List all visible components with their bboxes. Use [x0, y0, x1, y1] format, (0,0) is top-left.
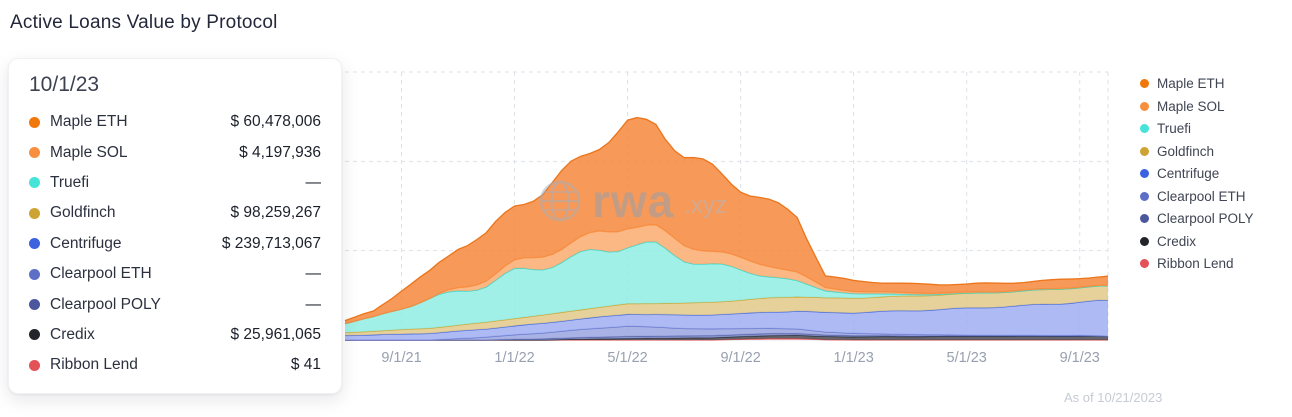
area-edge-maple-eth — [344, 116, 1109, 322]
legend-label: Centrifuge — [1157, 166, 1220, 181]
area-maple-sol[interactable] — [345, 224, 1108, 324]
series-dot — [29, 329, 40, 341]
series-dot — [29, 359, 40, 371]
x-tick-label: 9/1/23 — [1060, 350, 1100, 366]
series-dot — [29, 147, 40, 159]
tooltip-rows: Maple ETH $ 60,478,006 Maple SOL $ 4,197,93… — [29, 107, 321, 381]
series-name: Maple ETH — [50, 113, 128, 131]
tooltip-row-truefi: Truefi — — [29, 168, 321, 198]
series-value: — — [305, 173, 322, 191]
x-tick-label: 1/1/22 — [494, 350, 534, 366]
series-value: $ 41 — [290, 356, 321, 374]
legend-item-maple-eth[interactable]: Maple ETH — [1140, 76, 1254, 91]
legend-label: Clearpool ETH — [1157, 188, 1246, 204]
area-clearpool-poly[interactable] — [345, 333, 1108, 341]
legend-dot — [1140, 214, 1149, 223]
chart-tooltip: 10/1/23 Maple ETH $ 60,478,006 Maple SOL $ … — [8, 58, 342, 394]
series-dot — [29, 207, 40, 219]
series-name: Centrifuge — [50, 234, 122, 252]
series-value: $ 239,713,067 — [221, 234, 321, 252]
legend-item-truefi[interactable]: Truefi — [1140, 121, 1254, 136]
legend-item-goldfinch[interactable]: Goldfinch — [1140, 144, 1254, 159]
x-tick-label: 5/1/23 — [947, 350, 987, 366]
series-value: — — [305, 295, 322, 313]
page-title: Active Loans Value by Protocol — [10, 12, 278, 33]
tooltip-row-clearpool-eth: Clearpool ETH — — [29, 259, 321, 289]
area-truefi[interactable] — [345, 241, 1108, 333]
series-name: Maple SOL — [50, 143, 128, 161]
tooltip-row-maple-sol: Maple SOL $ 4,197,936 — [29, 137, 321, 167]
legend-label: Credix — [1157, 233, 1197, 249]
x-tick-label: 9/1/21 — [381, 350, 421, 366]
area-goldfinch[interactable] — [345, 285, 1108, 336]
legend-dot — [1140, 79, 1149, 88]
as-of-label: As of 10/21/2023 — [1064, 390, 1163, 405]
legend-item-clearpool-poly[interactable]: Clearpool POLY — [1140, 211, 1254, 226]
legend-label: Clearpool POLY — [1157, 211, 1254, 226]
series-dot — [29, 238, 40, 250]
series-name: Ribbon Lend — [50, 356, 138, 374]
tooltip-row-centrifuge: Centrifuge $ 239,713,067 — [29, 229, 321, 259]
series-name: Goldfinch — [50, 204, 116, 222]
series-name: Truefi — [50, 173, 90, 191]
legend-dot — [1140, 259, 1149, 268]
tooltip-row-ribbon-lend: Ribbon Lend $ 41 — [29, 350, 321, 380]
x-tick-label: 1/1/23 — [834, 350, 874, 366]
legend-dot — [1140, 124, 1149, 133]
area-maple-eth[interactable] — [345, 117, 1108, 324]
legend-item-clearpool-eth[interactable]: Clearpool ETH — [1140, 189, 1254, 204]
legend-dot — [1140, 146, 1149, 156]
series-dot — [29, 116, 40, 128]
tooltip-row-credix: Credix $ 25,961,065 — [29, 320, 321, 350]
legend-label: Maple ETH — [1157, 76, 1225, 91]
series-value: $ 60,478,006 — [230, 113, 321, 131]
series-name: Clearpool POLY — [50, 295, 161, 313]
legend-item-ribbon-lend[interactable]: Ribbon Lend — [1140, 256, 1254, 271]
legend-label: Goldfinch — [1157, 143, 1215, 159]
legend-dot — [1140, 169, 1149, 178]
series-dot — [29, 177, 40, 189]
series-dot — [29, 268, 40, 280]
x-tick-label: 5/1/22 — [607, 350, 647, 366]
series-name: Clearpool ETH — [50, 265, 152, 283]
legend-item-credix[interactable]: Credix — [1140, 234, 1254, 249]
legend-dot — [1140, 101, 1149, 111]
area-centrifuge[interactable] — [345, 300, 1108, 340]
chart-legend: Maple ETH Maple SOL Truefi Goldfinch Centrif… — [1140, 76, 1254, 271]
tooltip-date: 10/1/23 — [29, 73, 100, 96]
legend-item-maple-sol[interactable]: Maple SOL — [1140, 99, 1254, 114]
x-tick-label: 9/1/22 — [720, 350, 760, 366]
series-value: — — [305, 265, 322, 283]
tooltip-row-clearpool-poly: Clearpool POLY — — [29, 289, 321, 319]
legend-dot — [1140, 236, 1149, 246]
series-value: $ 25,961,065 — [230, 325, 321, 343]
series-dot — [29, 299, 40, 311]
series-value: $ 98,259,267 — [230, 204, 321, 222]
legend-item-centrifuge[interactable]: Centrifuge — [1140, 166, 1254, 181]
series-name: Credix — [50, 325, 95, 343]
legend-label: Truefi — [1157, 121, 1192, 136]
series-value: $ 4,197,936 — [239, 143, 321, 161]
area-clearpool-eth[interactable] — [345, 326, 1108, 340]
legend-dot — [1140, 191, 1149, 201]
tooltip-row-goldfinch: Goldfinch $ 98,259,267 — [29, 198, 321, 228]
legend-label: Ribbon Lend — [1157, 256, 1234, 271]
legend-label: Maple SOL — [1157, 98, 1225, 114]
tooltip-row-maple-eth: Maple ETH $ 60,478,006 — [29, 107, 321, 137]
